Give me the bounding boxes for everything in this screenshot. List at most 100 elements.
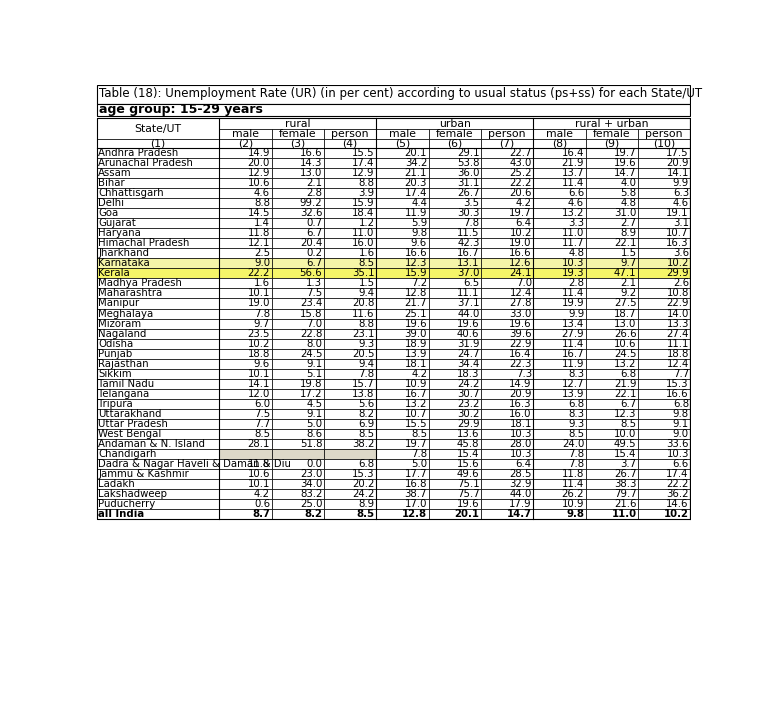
Bar — [586, 319, 638, 329]
Bar — [533, 368, 586, 378]
Text: 11.1: 11.1 — [667, 339, 689, 349]
Text: 13.9: 13.9 — [561, 388, 584, 398]
Bar — [533, 508, 586, 519]
Bar — [272, 229, 324, 239]
Text: 2.1: 2.1 — [621, 278, 637, 288]
Text: 12.0: 12.0 — [247, 388, 270, 398]
Text: 14.7: 14.7 — [507, 508, 531, 519]
Bar — [586, 139, 638, 148]
Bar — [376, 198, 429, 209]
Bar — [586, 258, 638, 268]
Text: 8.8: 8.8 — [254, 198, 270, 209]
Text: 12.8: 12.8 — [402, 508, 427, 519]
Bar — [97, 498, 219, 508]
Bar — [376, 498, 429, 508]
Bar — [272, 178, 324, 188]
Bar — [272, 429, 324, 439]
Bar — [638, 429, 690, 439]
Bar — [97, 158, 219, 168]
Text: Delhi: Delhi — [98, 198, 124, 209]
Text: person: person — [331, 129, 369, 139]
Text: 6.4: 6.4 — [515, 459, 531, 469]
Bar — [376, 168, 429, 178]
Text: 8.9: 8.9 — [621, 229, 637, 239]
Text: (6): (6) — [447, 138, 462, 148]
Text: 24.2: 24.2 — [457, 378, 479, 388]
Bar — [324, 229, 376, 239]
Text: Goa: Goa — [98, 209, 118, 219]
Text: 13.3: 13.3 — [667, 319, 689, 329]
Bar — [429, 148, 481, 158]
Text: 13.1: 13.1 — [457, 258, 479, 268]
Bar — [97, 319, 219, 329]
Text: 21.9: 21.9 — [561, 158, 584, 168]
Bar — [376, 368, 429, 378]
Text: 9.4: 9.4 — [359, 359, 375, 368]
Text: 11.4: 11.4 — [561, 339, 584, 349]
Text: 9.0: 9.0 — [254, 258, 270, 268]
Text: 12.9: 12.9 — [353, 168, 375, 178]
Text: 14.3: 14.3 — [300, 158, 323, 168]
Text: 2.8: 2.8 — [568, 278, 584, 288]
Bar — [219, 449, 272, 459]
Text: 99.2: 99.2 — [300, 198, 323, 209]
Bar — [97, 349, 219, 359]
Bar — [376, 278, 429, 288]
Text: 14.9: 14.9 — [247, 148, 270, 158]
Bar — [481, 498, 533, 508]
Text: 1.5: 1.5 — [359, 278, 375, 288]
Bar — [481, 408, 533, 419]
Text: Haryana: Haryana — [98, 229, 141, 239]
Text: 12.7: 12.7 — [561, 378, 584, 388]
Bar — [324, 148, 376, 158]
Bar — [429, 378, 481, 388]
Text: Arunachal Pradesh: Arunachal Pradesh — [98, 158, 194, 168]
Bar — [376, 459, 429, 469]
Text: 8.5: 8.5 — [359, 258, 375, 268]
Text: 6.7: 6.7 — [621, 398, 637, 408]
Text: 15.7: 15.7 — [352, 378, 375, 388]
Text: 15.6: 15.6 — [457, 459, 479, 469]
Bar — [638, 278, 690, 288]
Text: 20.9: 20.9 — [509, 388, 531, 398]
Text: 23.1: 23.1 — [353, 329, 375, 339]
Text: 7.8: 7.8 — [254, 309, 270, 319]
Text: 12.4: 12.4 — [509, 288, 531, 298]
Bar — [219, 349, 272, 359]
Text: 10.3: 10.3 — [561, 258, 584, 268]
Text: 32.9: 32.9 — [509, 479, 531, 488]
Text: 5.8: 5.8 — [621, 188, 637, 198]
Text: 10.7: 10.7 — [667, 229, 689, 239]
Text: 19.6: 19.6 — [457, 319, 479, 329]
Bar — [586, 288, 638, 298]
Text: (7): (7) — [499, 138, 515, 148]
Bar — [97, 329, 219, 339]
Text: 11.9: 11.9 — [405, 209, 427, 219]
Bar — [97, 429, 219, 439]
Bar — [533, 439, 586, 449]
Bar — [376, 378, 429, 388]
Text: 9.2: 9.2 — [621, 288, 637, 298]
Text: 30.2: 30.2 — [457, 409, 479, 419]
Text: 19.0: 19.0 — [247, 298, 270, 308]
Bar — [481, 239, 533, 248]
Bar — [429, 498, 481, 508]
Text: 10.3: 10.3 — [667, 449, 689, 459]
Text: 21.6: 21.6 — [614, 498, 637, 508]
Bar — [429, 429, 481, 439]
Bar — [97, 419, 219, 429]
Text: 45.8: 45.8 — [457, 439, 479, 449]
Text: 12.1: 12.1 — [247, 239, 270, 248]
Bar — [376, 398, 429, 408]
Bar — [533, 398, 586, 408]
Text: 8.0: 8.0 — [306, 339, 323, 349]
Bar — [376, 119, 533, 129]
Text: 10.2: 10.2 — [247, 339, 270, 349]
Text: 16.6: 16.6 — [300, 148, 323, 158]
Bar — [533, 449, 586, 459]
Text: 23.4: 23.4 — [300, 298, 323, 308]
Text: 17.4: 17.4 — [353, 158, 375, 168]
Text: 28.5: 28.5 — [509, 469, 531, 479]
Bar — [429, 339, 481, 349]
Bar — [376, 349, 429, 359]
